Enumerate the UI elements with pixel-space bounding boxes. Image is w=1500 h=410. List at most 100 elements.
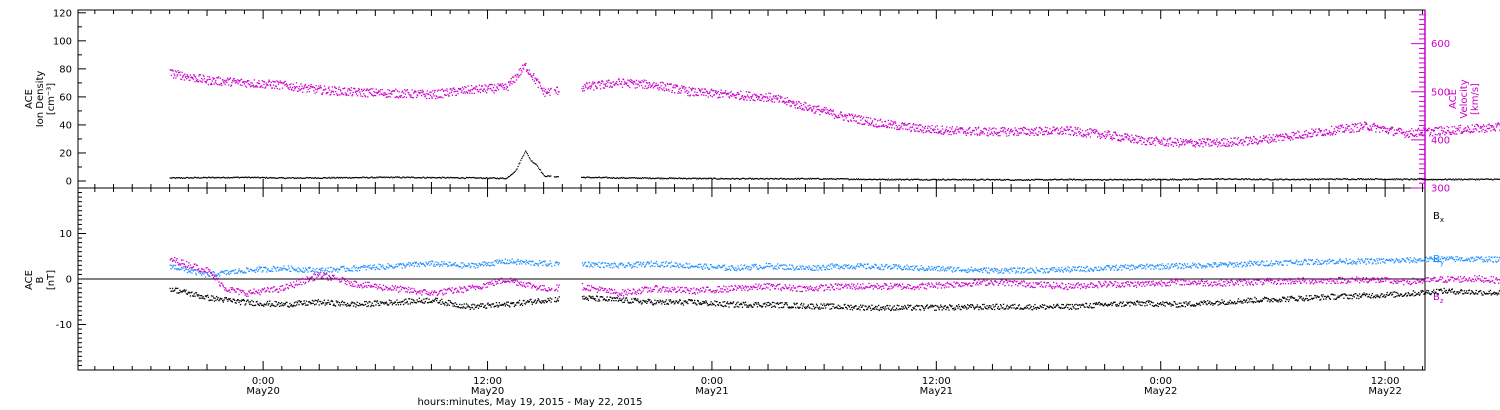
data-point [527,69,529,72]
data-point [858,179,860,181]
data-point [624,177,626,179]
data-point [255,177,257,179]
data-point [384,177,386,179]
data-point [236,176,239,178]
data-point [1071,179,1074,181]
data-point [995,128,997,130]
data-point [892,179,894,181]
data-point [209,177,211,179]
data-point [1477,178,1479,180]
data-point [675,85,677,88]
data-point [1187,178,1189,180]
data-point [1152,178,1154,180]
data-point [451,177,453,179]
data-point [690,88,692,90]
data-point [975,179,977,181]
data-point [978,126,980,128]
data-point [671,91,673,94]
data-point [861,118,864,120]
data-point [288,177,290,179]
data-point [1441,127,1443,129]
data-point [1439,134,1441,136]
data-point [304,84,306,87]
data-point [442,90,445,92]
data-point [602,81,604,83]
data-point [444,177,446,179]
data-point [492,86,495,89]
data-point [1203,141,1205,143]
data-point [842,178,844,180]
data-point [1371,179,1373,181]
data-point [554,89,556,91]
data-point [1016,134,1018,136]
data-point [859,116,861,118]
data-point [814,105,816,107]
data-point [331,86,334,88]
data-point [1236,143,1238,145]
data-point [544,95,546,97]
data-point [634,177,636,179]
data-point [185,78,188,80]
data-point [1231,178,1233,180]
data-point [1238,142,1241,144]
data-point [1095,179,1097,181]
data-point [357,95,359,97]
data-point [1158,142,1160,144]
data-point [765,93,767,95]
data-point [1449,178,1451,180]
data-point [776,97,778,99]
data-point [1041,128,1043,130]
data-point [381,176,384,179]
data-point [1451,126,1453,128]
data-point [200,80,202,83]
data-point [1032,179,1034,181]
data-point [296,86,298,88]
data-point [547,175,549,177]
data-point [1278,139,1280,141]
data-point [203,77,206,80]
data-point [1028,178,1030,181]
data-point [1330,178,1333,180]
data-point [448,95,450,97]
data-point [1006,179,1008,181]
data-point [555,92,557,94]
data-point [1476,129,1478,131]
data-point [430,91,432,93]
data-point [810,177,812,179]
data-point [495,90,497,92]
data-point [1105,134,1107,136]
data-point [215,177,217,179]
data-point [1370,178,1372,180]
data-point [208,76,211,78]
data-point [388,93,390,95]
data-point [1168,143,1170,145]
data-point [989,133,992,135]
data-point [518,76,520,78]
data-point [1037,134,1039,136]
data-point [344,87,346,89]
data-point [1198,178,1200,180]
data-point [1185,139,1187,141]
data-point [1304,131,1306,133]
data-point [1186,142,1188,144]
data-point [687,94,689,97]
data-point [583,87,585,89]
data-point [247,80,249,82]
data-point [693,87,695,90]
data-point [1109,137,1112,140]
data-point [666,89,668,91]
data-point [1056,179,1058,181]
data-point [410,94,412,96]
data-point [781,177,783,179]
data-point [308,177,311,179]
data-point [1051,133,1053,135]
data-point [352,94,354,96]
data-point [671,90,673,92]
data-point [1074,126,1076,128]
data-point [688,177,690,179]
data-point [475,177,477,179]
data-point [953,131,956,133]
data-point [359,177,361,179]
data-point [696,91,698,94]
data-point [808,108,810,111]
